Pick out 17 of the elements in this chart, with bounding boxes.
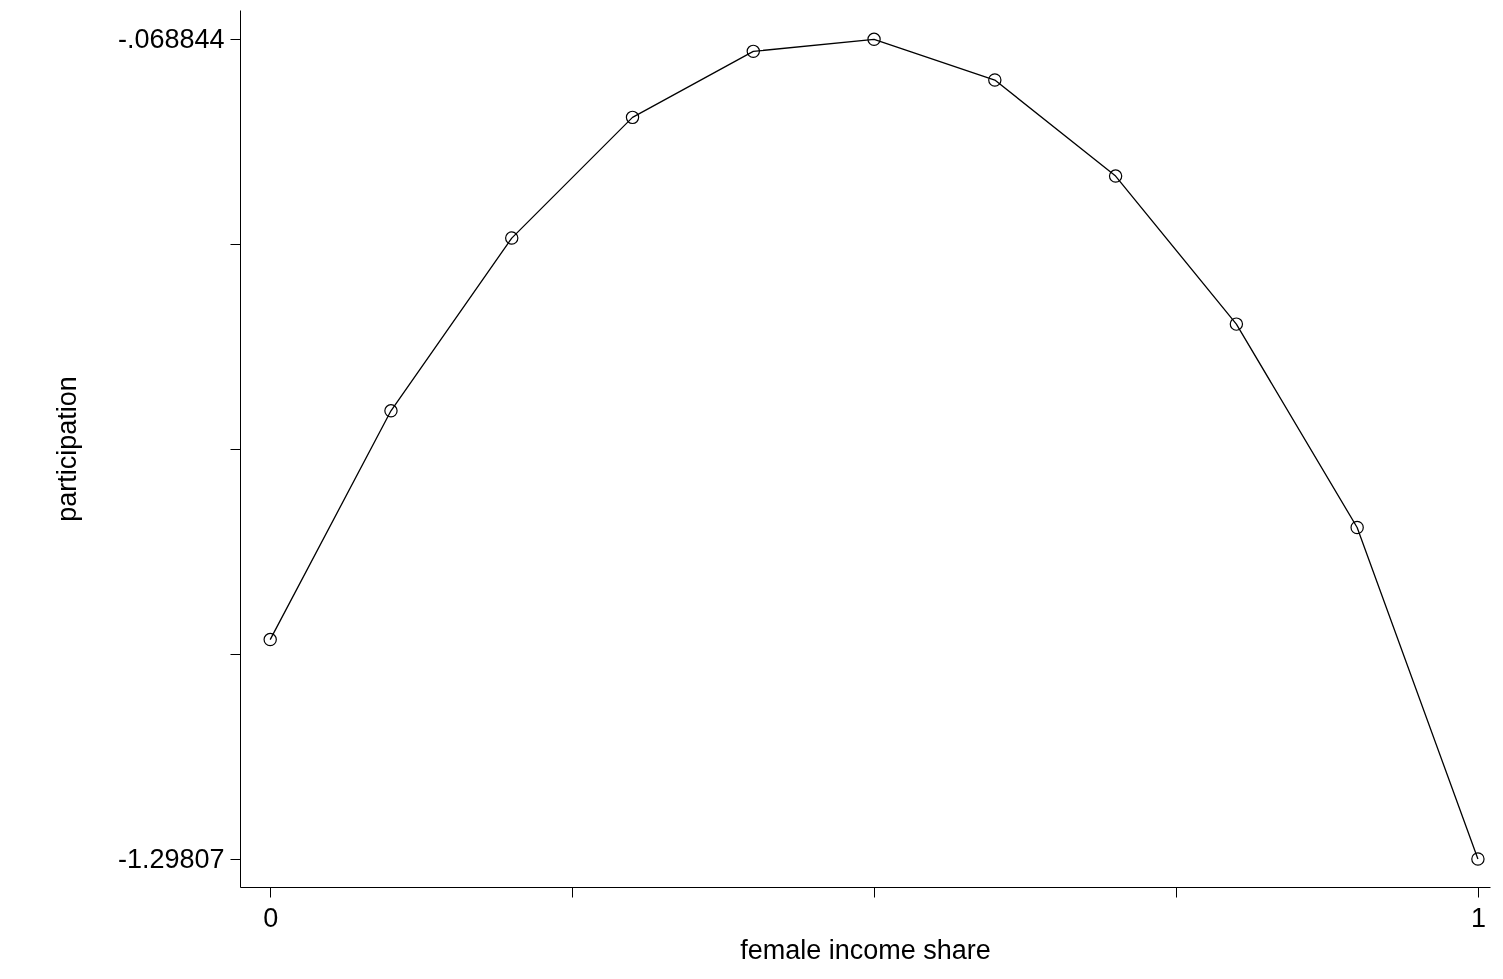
point [988, 73, 1002, 87]
point [746, 44, 761, 59]
y-axis-title: participation [51, 376, 82, 522]
point [1471, 852, 1485, 866]
x-tick-label: 1 [1470, 902, 1486, 933]
point [384, 404, 398, 418]
point [505, 231, 519, 245]
x-tick-label: 0 [263, 902, 279, 933]
point [1350, 520, 1364, 535]
x-axis-title: female income share [740, 934, 991, 965]
point [263, 632, 277, 647]
y-tick-label: -1.29807 [117, 843, 225, 874]
point [625, 110, 640, 125]
point [1108, 169, 1123, 183]
point [1229, 317, 1244, 331]
y-tick-label: -.068844 [117, 23, 225, 54]
point [867, 32, 881, 47]
